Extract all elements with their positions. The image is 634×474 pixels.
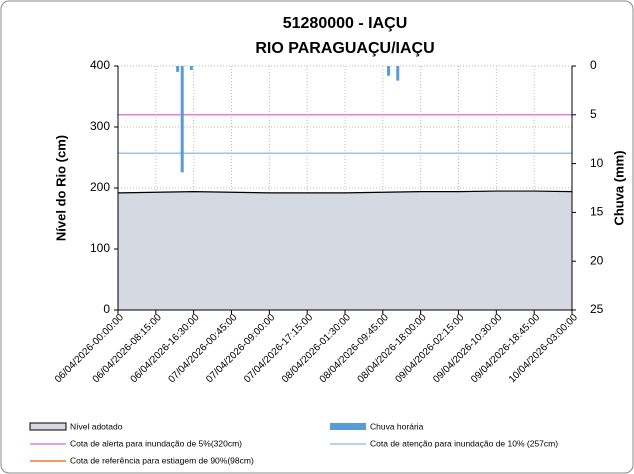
y2-axis-title: Chuva (mm) <box>611 150 626 225</box>
legend-swatch <box>29 422 67 431</box>
y-tick-label: 400 <box>90 58 110 72</box>
y2-tick-label: 0 <box>590 58 597 72</box>
chart-title: 51280000 - IAÇU <box>283 15 408 32</box>
y-axis-title: Nível do Rio (cm) <box>53 135 68 241</box>
legend-label: Cota de atenção para inundação de 10% (2… <box>370 438 558 448</box>
y2-tick-label: 20 <box>590 253 604 267</box>
rain-bar <box>396 66 400 81</box>
y2-tick-label: 15 <box>590 205 604 219</box>
y2-tick-label: 25 <box>590 302 604 316</box>
legend-label: Chuva horária <box>370 421 424 431</box>
legend-label: Cota de alerta para inundação de 5%(320c… <box>70 438 242 448</box>
rain-bar <box>189 66 193 70</box>
level-area <box>118 191 572 310</box>
y-tick-label: 200 <box>90 180 110 194</box>
rain-bar <box>387 66 391 76</box>
y-tick-label: 100 <box>90 241 110 255</box>
legend-swatch <box>330 423 366 430</box>
y-tick-label: 0 <box>103 302 110 316</box>
rain-bar <box>176 66 180 72</box>
legend-label: Nível adotado <box>70 421 123 431</box>
y2-tick-label: 5 <box>590 107 597 121</box>
rain-bar <box>180 66 184 173</box>
y-tick-label: 300 <box>90 119 110 133</box>
chart-subtitle: RIO PARAGUAÇU/IAÇU <box>255 40 434 57</box>
y2-tick-label: 10 <box>590 156 604 170</box>
legend-label: Cota de referência para estiagem de 90%(… <box>70 455 254 465</box>
level-line <box>117 190 573 194</box>
